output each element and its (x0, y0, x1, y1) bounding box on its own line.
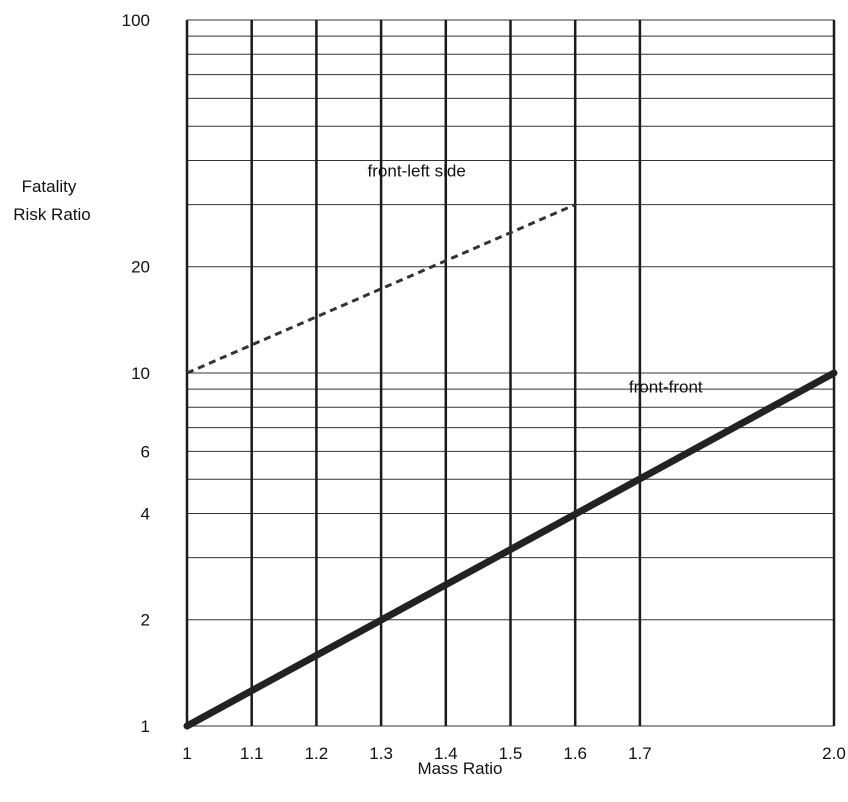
x-tick-label-1.5: 1.5 (499, 744, 523, 763)
y-tick-label-6: 6 (141, 442, 150, 461)
x-gridlines (185, 20, 836, 726)
y-axis-label-line-2: Risk Ratio (13, 205, 90, 224)
x-tick-label-1.6: 1.6 (563, 744, 587, 763)
y-tick-label-4: 4 (141, 504, 150, 523)
x-tick-label-1.1: 1.1 (240, 744, 264, 763)
x-tick-labels: 1 1.1 1.2 1.3 1.4 1.5 1.6 1.7 2.0 (182, 744, 846, 763)
series-lines (183, 203, 838, 730)
x-tick-label-1: 1 (182, 744, 191, 763)
y-tick-label-100: 100 (122, 11, 150, 30)
x-axis-label: Mass Ratio (417, 759, 502, 778)
series-label-front-left-side: front-left side (368, 162, 466, 181)
series-label-front-front: front-front (629, 378, 703, 397)
y-axis-label-line-1: Fatality (22, 177, 77, 196)
series-line-front-front (183, 369, 838, 730)
y-tick-label-10: 10 (131, 364, 150, 383)
series-labels: front-left side front-front (368, 162, 703, 397)
x-tick-label-2.0: 2.0 (822, 744, 846, 763)
x-tick-label-1.7: 1.7 (628, 744, 652, 763)
x-tick-label-1.3: 1.3 (369, 744, 393, 763)
x-tick-label-1.2: 1.2 (305, 744, 329, 763)
y-tick-labels: 1 2 4 6 10 20 100 (122, 11, 150, 736)
series-line-front-left-side (186, 203, 576, 375)
y-tick-label-20: 20 (131, 258, 150, 277)
x-tick-label-1.4: 1.4 (434, 744, 458, 763)
y-tick-label-1: 1 (141, 717, 150, 736)
y-tick-label-2: 2 (141, 611, 150, 630)
